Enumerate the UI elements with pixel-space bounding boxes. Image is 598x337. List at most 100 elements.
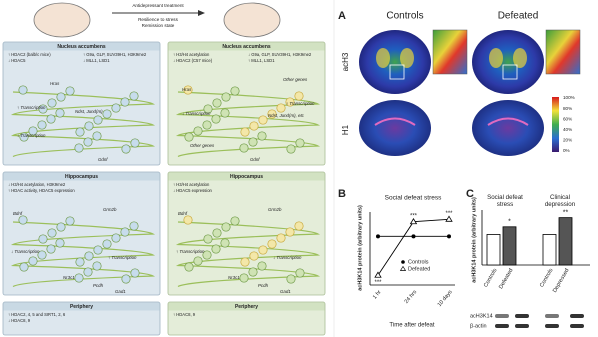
nucleosome [286, 274, 296, 284]
bar [486, 234, 501, 266]
section-title-bar [168, 302, 325, 311]
acetyl-nucleosome [276, 233, 286, 243]
gene-label: ↓ Transcription [11, 249, 40, 254]
section-box [167, 171, 326, 296]
point-marker [409, 217, 418, 225]
brain-hotspot [489, 48, 503, 68]
scale-label: 60% [563, 116, 572, 121]
nucleosome [46, 244, 56, 254]
gene-label: Hras [50, 81, 60, 86]
significance-mark: *** [374, 280, 382, 286]
row-label: H1 [341, 124, 350, 135]
nucleosome [193, 126, 203, 136]
brain-ventricle [374, 117, 416, 126]
chromatin [10, 91, 156, 158]
nucleosome [102, 239, 112, 249]
chromatin [10, 221, 156, 288]
acetyl-nucleosome [258, 115, 268, 125]
section-box [167, 41, 326, 166]
change-text: ↑ HDAC2 (balb/c mice) [8, 52, 51, 57]
nucleosome [239, 273, 249, 283]
gene-label: Pcdh [93, 283, 104, 288]
acetyl-nucleosome [276, 103, 286, 113]
panel-label: C [466, 188, 474, 200]
blot-band [515, 324, 529, 328]
blot-band [570, 324, 584, 328]
nucleosome [56, 92, 66, 102]
header-text: Resilience to stress [138, 17, 179, 22]
nucleosome [184, 132, 194, 142]
nucleosome [230, 86, 240, 96]
chromatin [175, 91, 321, 158]
nucleosome [220, 108, 230, 118]
nucleosome [83, 137, 93, 147]
x-axis-label: Time after defeat [389, 323, 434, 329]
blot-band [495, 324, 509, 328]
nucleosome [220, 238, 230, 248]
blot-label: acH3K14 [470, 313, 493, 319]
blot-band [570, 314, 584, 318]
gene-label: Ndst, Jund(m), etc [268, 113, 305, 118]
zoom-inset [432, 29, 468, 75]
section-title: Nucleus accumbens [222, 44, 271, 50]
section-title: Nucleus accumbens [57, 44, 106, 50]
acetyl-nucleosome [183, 85, 193, 95]
nucleosome [18, 215, 28, 225]
gene-label: ↑ Transcription [286, 101, 315, 106]
significance-mark: * [508, 219, 511, 226]
section-title: Periphery [70, 304, 93, 310]
x-tick-label: 1 hr [372, 289, 383, 300]
x-tick-label: 10 days [437, 289, 454, 308]
nucleosome [211, 244, 221, 254]
nucleosome [18, 85, 28, 95]
change-text: ↑ HDAC8, 9 [173, 312, 196, 317]
acetyl-nucleosome [249, 121, 259, 131]
x-tick-label: Depressed [552, 268, 571, 294]
panel-label: A [338, 10, 346, 22]
nucleosome [295, 138, 305, 148]
nucleosome [75, 127, 85, 137]
nucleosome [129, 221, 139, 231]
x-tick-label: Defeated [498, 268, 514, 290]
nucleosome [193, 256, 203, 266]
acetyl-nucleosome [267, 109, 277, 119]
nucleosome [55, 238, 65, 248]
gene-label: Gdnf [250, 157, 260, 162]
y-axis-label: acH3K14 protein (arbitrary units) [471, 197, 477, 283]
acetyl-nucleosome [267, 239, 277, 249]
significance-mark: *** [445, 211, 453, 217]
section-box [2, 171, 161, 296]
nucleosome [212, 228, 222, 238]
acetyl-nucleosome [285, 227, 295, 237]
nucleosome [203, 234, 213, 244]
nucleosome [248, 137, 258, 147]
gene-label: Nr3c1 [228, 275, 240, 280]
nucleosome [65, 86, 75, 96]
nucleosome [239, 143, 249, 153]
blot-band [515, 314, 529, 318]
nucleosome [75, 257, 85, 267]
gene-label: Hras [182, 87, 192, 92]
zoom-inset [545, 29, 581, 75]
gene-label: Bdnf [13, 211, 23, 216]
gene-label: Nr3c1 [63, 275, 75, 280]
acetyl-nucleosome [240, 257, 250, 267]
nucleosome [248, 267, 258, 277]
section-title-bar [3, 172, 160, 181]
gene-label: Bdnf [178, 211, 188, 216]
zoom-box [389, 64, 405, 80]
header-text: Remission state [142, 23, 175, 28]
nucleosome [19, 132, 29, 142]
nucleosome [120, 227, 130, 237]
gene-label: Other genes [190, 143, 215, 148]
row-label: acH3 [341, 52, 350, 71]
nucleosome [47, 98, 57, 108]
nucleosome [129, 91, 139, 101]
group-label: Clinical depression [545, 194, 576, 208]
change-text: ↓ H3/H4 acetylation, H3K9me2 [8, 182, 66, 187]
scale-label: 40% [563, 127, 572, 132]
significance-mark: *** [410, 213, 418, 219]
nucleosome [74, 143, 84, 153]
legend-marker [401, 260, 405, 264]
